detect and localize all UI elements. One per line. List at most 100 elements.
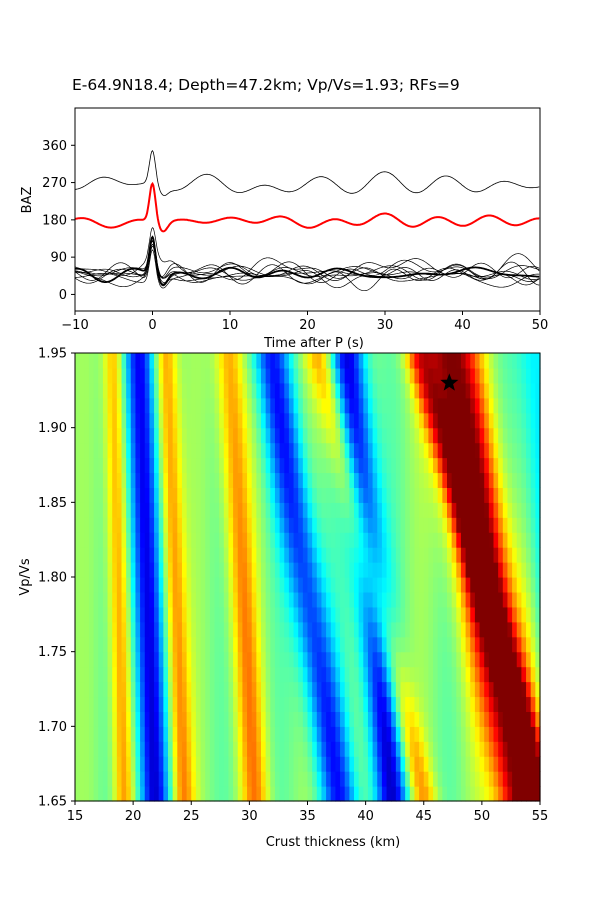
hk-cell: [330, 472, 336, 488]
hk-cell: [321, 636, 327, 653]
hk-cell: [293, 532, 299, 548]
hk-cell: [200, 636, 206, 653]
hk-cell: [433, 591, 439, 608]
hk-cell: [102, 442, 109, 459]
hk-cell: [274, 666, 281, 683]
hk-cell: [367, 577, 374, 593]
hk-cell: [433, 397, 439, 414]
hk-x-tick-label: 45: [415, 809, 432, 824]
hk-cell: [237, 756, 243, 772]
hk-cell: [233, 741, 239, 757]
hk-cell: [358, 367, 364, 384]
hk-cell: [474, 397, 481, 414]
hk-cell: [316, 726, 323, 742]
hk-cell: [493, 681, 499, 698]
hk-cell: [172, 651, 178, 668]
hk-cell: [460, 382, 467, 399]
hk-cell: [205, 621, 211, 638]
hk-cell: [326, 502, 332, 518]
hk-cell: [381, 741, 388, 757]
hk-cell: [512, 412, 518, 429]
hk-cell: [526, 726, 532, 742]
hk-cell: [130, 756, 137, 772]
hk-cell: [386, 636, 392, 653]
hk-cell: [163, 457, 169, 474]
hk-cell: [242, 367, 248, 384]
hk-cell: [200, 621, 206, 638]
hk-cell: [205, 487, 211, 503]
hk-cell: [172, 353, 178, 369]
hk-cell: [326, 606, 332, 623]
hk-cell: [172, 397, 178, 414]
hk-cell: [456, 457, 462, 474]
hk-cell: [242, 636, 248, 653]
hk-cell: [516, 771, 522, 787]
hk-cell: [265, 487, 271, 503]
hk-cell: [358, 771, 364, 787]
hk-cell: [479, 382, 485, 399]
hk-cell: [433, 472, 439, 488]
hk-cell: [209, 487, 216, 503]
hk-cell: [507, 502, 513, 518]
rf-x-tick-label: −10: [61, 318, 88, 333]
hk-cell: [460, 591, 467, 608]
hk-cell: [284, 577, 290, 593]
hk-cell: [98, 741, 104, 757]
hk-cell: [302, 636, 309, 653]
hk-cell: [154, 756, 160, 772]
hk-cell: [242, 606, 248, 623]
hk-cell: [372, 517, 378, 533]
hk-cell: [274, 547, 281, 563]
hk-cell: [530, 606, 536, 623]
hk-cell: [516, 382, 522, 399]
hk-cell: [209, 651, 216, 668]
hk-cell: [219, 651, 225, 668]
hk-cell: [340, 621, 346, 638]
hk-cell: [200, 666, 206, 683]
hk-cell: [107, 457, 113, 474]
hk-cell: [502, 726, 509, 742]
hk-cell: [507, 487, 513, 503]
hk-cell: [102, 562, 109, 578]
best-fit-star: [440, 373, 459, 391]
hk-cell: [442, 487, 448, 503]
hk-cell: [172, 472, 178, 488]
hk-cell: [386, 472, 392, 488]
hk-cell: [144, 577, 150, 593]
hk-cell: [326, 666, 332, 683]
hk-cell: [386, 562, 392, 578]
hk-cell: [456, 621, 462, 638]
hk-cell: [330, 786, 336, 802]
hk-cell: [98, 711, 104, 727]
hk-cell: [84, 786, 90, 802]
hk-cell: [116, 353, 123, 369]
hk-cell: [265, 756, 271, 772]
hk-cell: [391, 606, 397, 623]
hk-cell: [493, 756, 499, 772]
hk-cell: [377, 457, 383, 474]
hk-cell: [428, 442, 434, 459]
hk-cell: [121, 591, 127, 608]
hk-cell: [502, 786, 509, 802]
hk-cell: [116, 367, 123, 384]
hk-cell: [177, 547, 183, 563]
hk-cell: [116, 771, 123, 787]
hk-cell: [102, 502, 109, 518]
hk-cell: [340, 681, 346, 698]
hk-cell: [140, 532, 146, 548]
rf-traces: [75, 150, 540, 292]
hk-cell: [237, 562, 243, 578]
hk-cell: [261, 786, 267, 802]
hk-cell: [316, 472, 323, 488]
hk-cell: [237, 532, 243, 548]
hk-cell: [414, 741, 420, 757]
hk-cell: [79, 532, 85, 548]
hk-cell: [261, 353, 267, 369]
hk-cell: [312, 696, 318, 712]
hk-cell: [279, 786, 285, 802]
hk-cell: [330, 591, 336, 608]
hk-cell: [372, 412, 378, 429]
hk-cell: [302, 353, 309, 369]
hk-cell: [437, 651, 443, 668]
hk-cell: [302, 427, 309, 444]
